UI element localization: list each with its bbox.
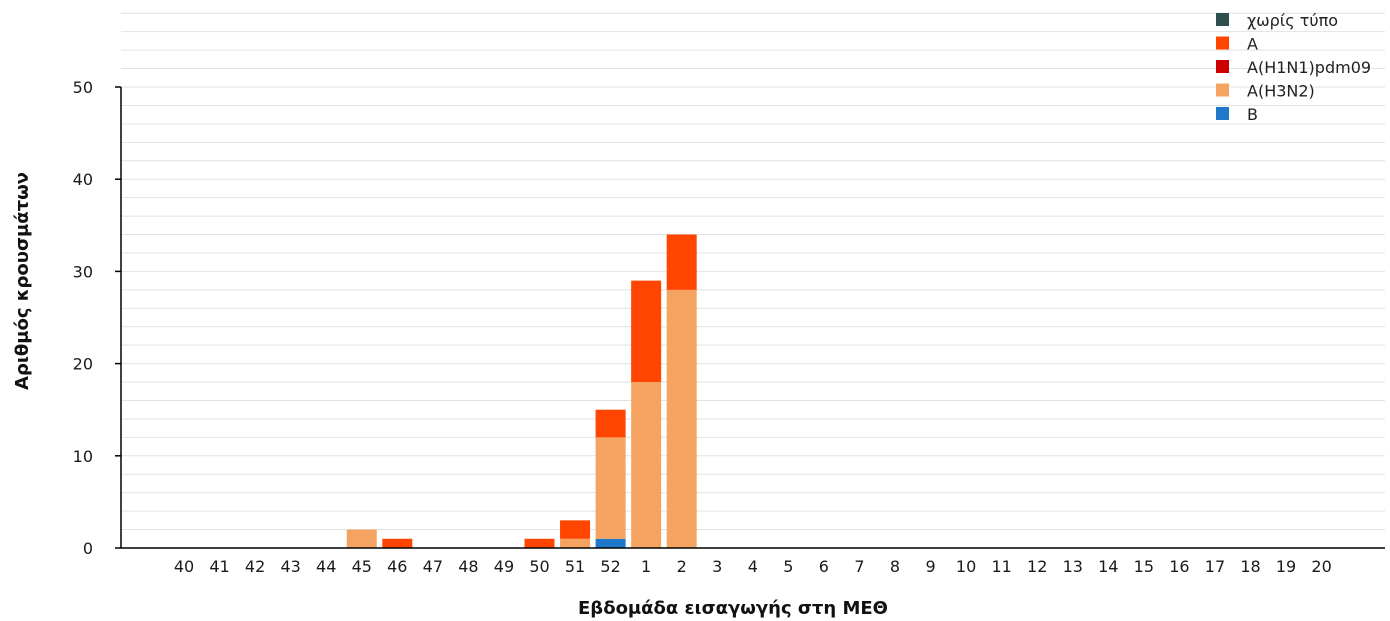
bar-segment — [595, 437, 626, 539]
x-tick-label: 48 — [458, 557, 478, 576]
x-tick-label: 41 — [209, 557, 229, 576]
x-tick-label: 40 — [174, 557, 194, 576]
x-tick-label: 5 — [783, 557, 793, 576]
x-tick-label: 9 — [925, 557, 935, 576]
x-axis-title: Εβδομάδα εισαγωγής στη ΜΕΘ — [578, 598, 888, 619]
y-tick-label: 40 — [73, 170, 93, 189]
x-tick-label: 16 — [1169, 557, 1189, 576]
bar-segment — [666, 289, 697, 548]
axes — [120, 87, 1385, 549]
x-tick-label: 13 — [1063, 557, 1083, 576]
x-tick-labels: 40 41 42 43 44 45 46 47 48 49 50 51 52 1 2 3 4 5 6 7 8 9 10 11 1… — [174, 557, 1332, 576]
x-tick-label: 42 — [245, 557, 265, 576]
x-tick-label: 1 — [641, 557, 651, 576]
bar-segment — [631, 382, 662, 548]
x-tick-label: 46 — [387, 557, 407, 576]
y-tick-labels: 0 10 20 30 40 50 — [73, 78, 121, 558]
x-tick-label: 8 — [890, 557, 900, 576]
x-tick-label: 12 — [1027, 557, 1047, 576]
y-tick-label: 30 — [73, 262, 93, 281]
bar-segment — [382, 538, 413, 548]
x-tick-label: 17 — [1205, 557, 1225, 576]
legend-swatch — [1216, 60, 1229, 73]
legend-swatch — [1216, 83, 1229, 97]
x-tick-label: 20 — [1311, 557, 1331, 576]
x-tick-label: 18 — [1240, 557, 1260, 576]
x-tick-label: 45 — [352, 557, 372, 576]
bar-segment — [524, 538, 555, 548]
bar-segment — [560, 520, 591, 539]
x-tick-label: 4 — [748, 557, 758, 576]
legend-label: A(H3N2) — [1247, 82, 1315, 101]
x-tick-label: 11 — [991, 557, 1011, 576]
x-tick-label: 49 — [494, 557, 514, 576]
x-tick-label: 50 — [529, 557, 549, 576]
grid-lines — [121, 12, 1385, 531]
y-tick-label: 0 — [83, 539, 93, 558]
x-tick-label: 7 — [854, 557, 864, 576]
x-tick-label: 6 — [819, 557, 829, 576]
x-tick-label: 10 — [956, 557, 976, 576]
legend-swatch — [1216, 36, 1229, 50]
legend-label: χωρίς τύπο — [1247, 11, 1338, 30]
bars — [346, 234, 697, 548]
x-tick-label: 14 — [1098, 557, 1118, 576]
legend-swatch — [1216, 107, 1229, 120]
y-tick-label: 10 — [73, 447, 93, 466]
bar-segment — [560, 538, 591, 548]
bar-segment — [346, 529, 377, 548]
x-tick-label: 52 — [600, 557, 620, 576]
x-tick-label: 15 — [1134, 557, 1154, 576]
x-tick-label: 51 — [565, 557, 585, 576]
bar-segment — [631, 280, 662, 383]
y-axis-title: Αριθμός κρουσμάτων — [12, 172, 33, 390]
legend-label: A — [1247, 35, 1258, 54]
y-tick-label: 50 — [73, 78, 93, 97]
x-tick-label: 2 — [677, 557, 687, 576]
x-tick-label: 19 — [1276, 557, 1296, 576]
x-tick-label: 44 — [316, 557, 336, 576]
bar-segment — [595, 538, 626, 548]
legend-swatch — [1216, 13, 1229, 26]
x-tick-label: 3 — [712, 557, 722, 576]
bar-segment — [666, 234, 697, 290]
x-tick-label: 43 — [280, 557, 300, 576]
legend-label: A(H1N1)pdm09 — [1247, 58, 1371, 77]
legend: χωρίς τύπο A A(H1N1)pdm09 A(H3N2) B — [1216, 11, 1371, 124]
y-tick-label: 20 — [73, 355, 93, 374]
legend-label: B — [1247, 105, 1258, 124]
x-tick-label: 47 — [423, 557, 443, 576]
bar-segment — [595, 409, 626, 438]
